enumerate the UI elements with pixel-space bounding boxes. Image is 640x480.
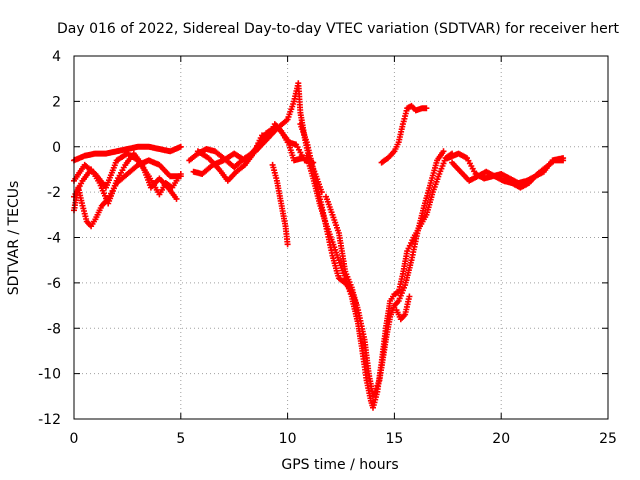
y-tick-label: 0 xyxy=(52,140,61,156)
data-point-markers xyxy=(194,121,317,184)
data-point-markers xyxy=(323,148,447,400)
data-point-markers xyxy=(378,102,430,166)
data-series xyxy=(323,148,447,400)
y-tick-label: -6 xyxy=(47,276,61,292)
x-tick-label: 15 xyxy=(385,431,403,447)
data-series xyxy=(194,121,317,184)
y-tick-label: -10 xyxy=(38,367,61,383)
plot-frame xyxy=(73,55,609,420)
data-point-markers xyxy=(449,157,567,191)
x-tick-label: 25 xyxy=(599,431,617,447)
y-tick-label: 2 xyxy=(52,94,61,110)
x-tick-label: 5 xyxy=(176,431,185,447)
data-point-markers xyxy=(393,293,413,323)
x-tick-label: 20 xyxy=(492,431,510,447)
data-series xyxy=(303,150,456,411)
data-point-markers xyxy=(303,150,456,411)
data-series xyxy=(449,157,567,191)
y-axis-label: SDTVAR / TECUs xyxy=(6,181,22,296)
data-series xyxy=(378,102,430,166)
data-series xyxy=(269,161,291,248)
x-tick-label: 0 xyxy=(70,431,79,447)
data-marks xyxy=(71,80,567,411)
x-axis-label: GPS time / hours xyxy=(281,457,398,473)
axis-ticks: -12 -10 -8 -6 -4 -2 0 2 4 0 5 10 15 20 25 xyxy=(38,49,617,447)
y-tick-label: -2 xyxy=(47,185,61,201)
data-point-markers xyxy=(269,161,291,248)
y-tick-label: -12 xyxy=(38,412,61,428)
y-tick-label: -4 xyxy=(47,231,61,247)
chart-title: Day 016 of 2022, Sidereal Day-to-day VTE… xyxy=(57,21,619,37)
y-tick-label: -8 xyxy=(47,321,61,337)
data-series xyxy=(393,293,413,323)
y-tick-label: 4 xyxy=(52,49,61,65)
x-tick-label: 10 xyxy=(279,431,297,447)
